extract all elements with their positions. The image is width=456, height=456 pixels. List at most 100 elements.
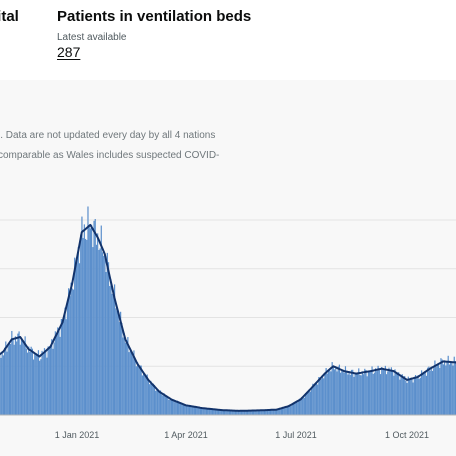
daily-bar: [250, 410, 252, 415]
daily-bar: [414, 375, 417, 415]
daily-bar: [373, 372, 376, 415]
daily-bar: [376, 371, 378, 415]
daily-bar: [115, 308, 117, 415]
daily-bar: [124, 342, 127, 415]
daily-bar: [213, 409, 215, 415]
daily-bar: [239, 410, 241, 415]
daily-bar: [190, 405, 192, 415]
daily-bar: [71, 288, 73, 415]
daily-bar: [294, 403, 296, 415]
daily-bar: [271, 410, 273, 415]
daily-bar: [87, 206, 89, 415]
header-section: pital Patients in ventilation beds Lates…: [0, 0, 456, 80]
daily-bar: [388, 367, 390, 415]
daily-bar: [324, 373, 326, 415]
daily-bar: [157, 389, 159, 415]
daily-bar: [355, 374, 357, 415]
latest-value-link[interactable]: 287: [57, 44, 81, 60]
daily-bar: [240, 411, 243, 415]
daily-bar: [412, 382, 414, 415]
daily-bar: [341, 370, 343, 415]
daily-bar: [49, 346, 52, 415]
daily-bar: [25, 348, 27, 415]
daily-bar: [228, 410, 231, 415]
daily-bar: [53, 342, 55, 415]
daily-bar: [325, 368, 327, 415]
daily-bar: [277, 409, 279, 415]
daily-bar: [303, 397, 305, 415]
daily-bar: [333, 369, 336, 415]
daily-bar: [151, 384, 153, 415]
latest-available-label: Latest available: [57, 32, 127, 43]
daily-bar: [256, 410, 258, 415]
daily-bar: [304, 393, 307, 415]
daily-bar: [446, 361, 448, 415]
daily-bar: [344, 366, 347, 415]
daily-bar: [106, 252, 108, 415]
daily-bar: [372, 373, 374, 415]
daily-bar: [29, 351, 31, 415]
daily-bar: [104, 253, 106, 415]
daily-bar: [221, 410, 223, 415]
daily-bar: [275, 409, 278, 415]
daily-bar: [423, 372, 425, 415]
daily-bar: [36, 355, 38, 415]
daily-bar: [401, 374, 403, 415]
rolling-average-line: [0, 223, 456, 412]
daily-bar: [161, 394, 163, 415]
daily-bar: [129, 350, 131, 415]
daily-bar: [133, 350, 135, 415]
daily-bar: [257, 410, 260, 415]
daily-bar: [63, 317, 65, 415]
daily-bar: [23, 343, 25, 415]
daily-bar: [428, 366, 430, 415]
daily-bar: [266, 409, 268, 415]
daily-bar: [419, 377, 422, 415]
daily-bar: [105, 271, 107, 415]
daily-bar: [226, 410, 228, 415]
daily-bar: [2, 355, 4, 415]
daily-bar: [188, 406, 191, 415]
daily-bar: [181, 405, 183, 415]
daily-bar: [135, 366, 137, 415]
daily-bar: [448, 364, 451, 415]
daily-bar: [187, 406, 189, 415]
daily-bar: [57, 327, 59, 415]
daily-bar: [184, 404, 186, 415]
daily-bar: [399, 379, 401, 415]
daily-bar: [292, 402, 295, 415]
daily-bar: [234, 410, 237, 415]
daily-bar: [383, 368, 385, 415]
daily-bar: [51, 339, 53, 415]
daily-bar: [281, 407, 284, 415]
daily-bar: [364, 368, 366, 415]
daily-bar: [252, 410, 255, 415]
daily-bar: [95, 244, 98, 415]
daily-bar: [139, 365, 141, 415]
daily-bar: [55, 336, 58, 415]
daily-bar: [452, 365, 454, 415]
daily-bar: [391, 371, 394, 415]
daily-bar: [26, 352, 29, 415]
daily-bar: [201, 408, 203, 415]
daily-bar: [199, 407, 202, 415]
daily-bar: [162, 395, 164, 415]
daily-bar: [5, 341, 7, 415]
daily-bar: [260, 410, 262, 415]
daily-bar: [169, 398, 171, 415]
x-tick-label: 1 Jul 2021: [275, 430, 317, 440]
daily-bar: [427, 367, 429, 415]
daily-bar: [109, 286, 111, 415]
chart-note-line-1: l. Data are not updated every day by all…: [0, 130, 216, 141]
daily-bar: [327, 370, 330, 415]
daily-bar: [350, 369, 353, 415]
daily-bar: [18, 331, 20, 415]
daily-bar: [153, 384, 156, 415]
daily-bar: [346, 372, 348, 415]
daily-bar: [408, 379, 411, 415]
daily-bar: [171, 400, 174, 415]
daily-bar: [144, 373, 146, 415]
daily-bar: [208, 409, 210, 415]
daily-bar: [267, 410, 269, 415]
